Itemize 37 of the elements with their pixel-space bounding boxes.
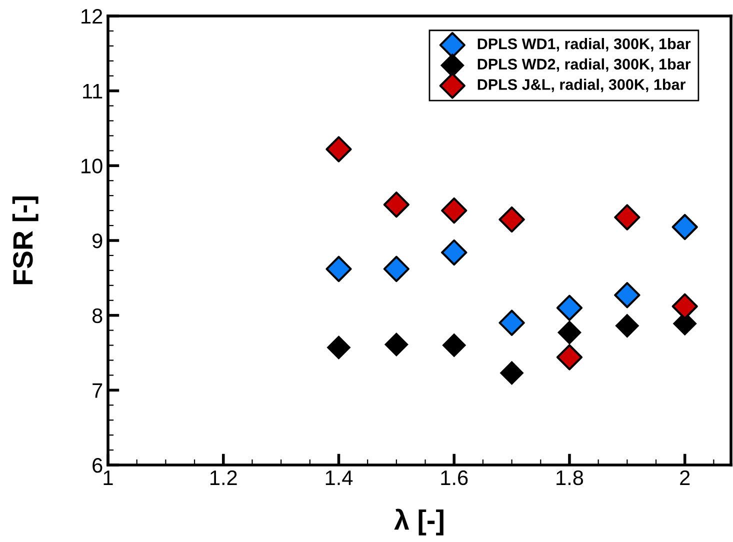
x-tick-label: 1	[104, 470, 113, 485]
y-tick-label: 9	[92, 234, 102, 248]
x-tick-label: 2	[680, 470, 690, 485]
point	[556, 344, 583, 370]
legend-label: DPLS WD2, radial, 300K, 1bar	[478, 58, 691, 72]
point	[498, 310, 525, 336]
y-tick-label: 12	[82, 9, 102, 24]
point	[442, 333, 466, 358]
point	[383, 256, 410, 282]
point	[614, 282, 640, 308]
point	[441, 239, 468, 266]
y-axis-title: FSR [-]	[12, 196, 38, 284]
point	[326, 136, 352, 162]
y-tick-label: 6	[92, 458, 102, 473]
x-tick-label: 1.2	[210, 470, 237, 485]
x-tick-label: 1.8	[556, 470, 584, 486]
point	[500, 360, 524, 385]
point	[383, 192, 410, 218]
legend-label: DPLS J&L, radial, 300K, 1bar	[478, 78, 686, 92]
point	[557, 320, 582, 345]
y-tick-label: 10	[82, 158, 102, 174]
point	[498, 206, 525, 233]
point	[326, 335, 351, 360]
point	[326, 256, 352, 282]
x-axis-title: λ [-]	[394, 508, 444, 536]
point	[672, 214, 698, 240]
point	[615, 314, 640, 338]
y-tick-label: 7	[92, 383, 102, 398]
legend-label: DPLS WD1, radial, 300K, 1bar	[478, 38, 691, 52]
x-tick-label: 1.4	[326, 470, 353, 485]
y-tick-label: 11	[83, 84, 102, 98]
y-tick-label: 8	[92, 308, 102, 324]
point	[614, 204, 640, 230]
point	[384, 332, 408, 357]
point	[556, 294, 583, 321]
point	[441, 197, 468, 224]
x-tick-label: 1.6	[441, 470, 468, 486]
